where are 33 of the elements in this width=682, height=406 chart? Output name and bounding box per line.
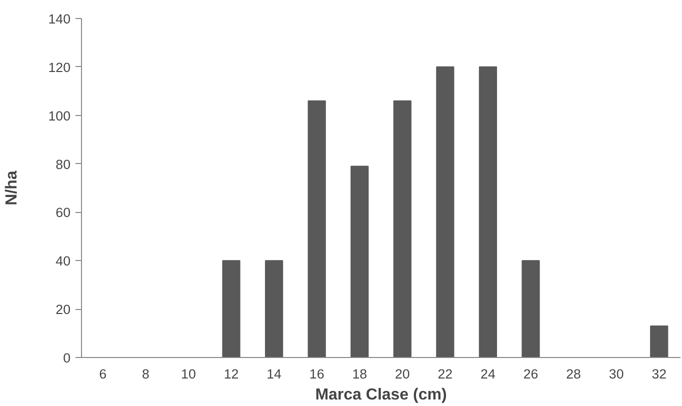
y-tick-label: 40 — [56, 254, 71, 269]
x-tick-label: 10 — [181, 366, 196, 382]
bar — [308, 100, 326, 358]
bar — [650, 326, 668, 358]
bar — [264, 260, 284, 358]
y-axis-title: N/ha — [3, 170, 20, 206]
x-tick-label: 12 — [224, 366, 239, 382]
x-tick-label: 32 — [652, 366, 667, 382]
bar — [522, 260, 540, 358]
y-tick-label: 140 — [48, 12, 71, 26]
x-tick-label: 26 — [523, 366, 538, 382]
bar — [350, 166, 369, 358]
x-axis-title: Marca Clase (cm) — [315, 386, 447, 404]
y-tick-label: 120 — [48, 60, 71, 75]
y-tick-label: 60 — [56, 205, 71, 220]
x-tick-label: 28 — [566, 366, 581, 382]
x-tick-label: 18 — [352, 366, 368, 382]
y-tick-label: 100 — [48, 108, 71, 124]
x-tick-label: 8 — [142, 366, 150, 382]
x-tick-label: 20 — [394, 366, 410, 382]
x-tick-label: 14 — [266, 366, 282, 382]
y-tick-label: 0 — [63, 350, 71, 366]
x-tick-label: 30 — [608, 366, 624, 382]
bar — [478, 66, 498, 358]
x-tick-label: 22 — [438, 366, 453, 382]
bar — [393, 100, 412, 358]
x-tick-label: 6 — [99, 366, 107, 382]
bar — [436, 66, 454, 358]
bar — [222, 260, 240, 358]
x-tick-label: 16 — [309, 366, 324, 382]
y-tick-label: 20 — [56, 302, 71, 318]
y-tick-label: 80 — [56, 156, 71, 172]
x-tick-label: 24 — [480, 366, 496, 382]
